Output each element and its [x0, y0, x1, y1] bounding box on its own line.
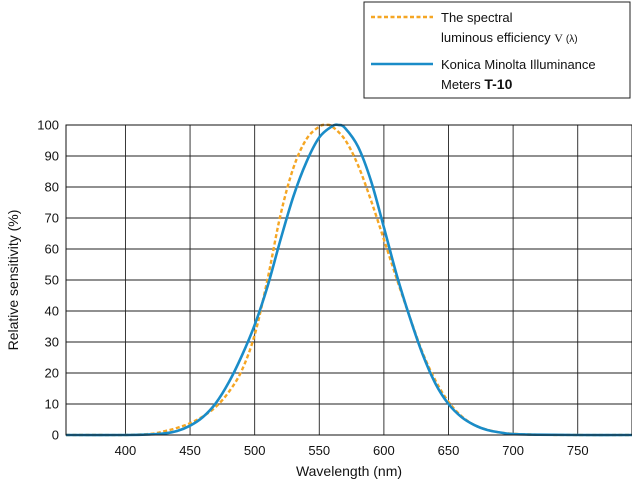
- legend-label-t10-prefix: Meters: [441, 77, 481, 92]
- y-tick-label-50: 50: [45, 273, 59, 288]
- legend-box: [363, 1, 631, 99]
- y-tick-label-10: 10: [45, 397, 59, 412]
- grid: [66, 125, 632, 435]
- legend-symbol-v: V: [554, 31, 563, 45]
- y-tick-label-60: 60: [45, 242, 59, 257]
- legend-label-vlambda-prefix: luminous efficiency: [441, 30, 551, 45]
- x-tick-label-650: 650: [438, 443, 460, 458]
- x-tick-labels: 400 450 500 550 600 650 700 750: [115, 443, 589, 458]
- x-tick-label-450: 450: [179, 443, 201, 458]
- x-tick-label-700: 700: [502, 443, 524, 458]
- plot-frame: [65, 124, 632, 436]
- legend: The spectral luminous efficiency V (λ) Ko…: [363, 1, 631, 99]
- x-tick-label-400: 400: [115, 443, 137, 458]
- legend-label-vlambda-line2: luminous efficiency V (λ): [441, 30, 578, 45]
- y-tick-label-100: 100: [37, 118, 59, 133]
- x-tick-label-550: 550: [308, 443, 330, 458]
- legend-symbol-lambda: (λ): [566, 34, 578, 45]
- y-tick-label-80: 80: [45, 180, 59, 195]
- y-axis-title: Relative sensitivity (%): [5, 210, 21, 351]
- y-tick-label-90: 90: [45, 149, 59, 164]
- y-tick-label-0: 0: [52, 428, 59, 443]
- y-tick-label-40: 40: [45, 304, 59, 319]
- legend-label-t10-line1: Konica Minolta Illuminance: [441, 57, 596, 72]
- legend-label-t10-model: T-10: [484, 76, 512, 92]
- x-axis-title: Wavelength (nm): [296, 463, 402, 479]
- y-tick-label-70: 70: [45, 211, 59, 226]
- y-tick-label-20: 20: [45, 366, 59, 381]
- x-tick-label-500: 500: [244, 443, 266, 458]
- x-tick-label-750: 750: [567, 443, 589, 458]
- x-tick-label-600: 600: [373, 443, 395, 458]
- legend-label-vlambda-line1: The spectral: [441, 10, 513, 25]
- y-tick-labels: 0 10 20 30 40 50 60 70 80 90 100: [37, 118, 59, 443]
- legend-label-t10-line2: Meters T-10: [441, 76, 513, 92]
- y-tick-label-30: 30: [45, 335, 59, 350]
